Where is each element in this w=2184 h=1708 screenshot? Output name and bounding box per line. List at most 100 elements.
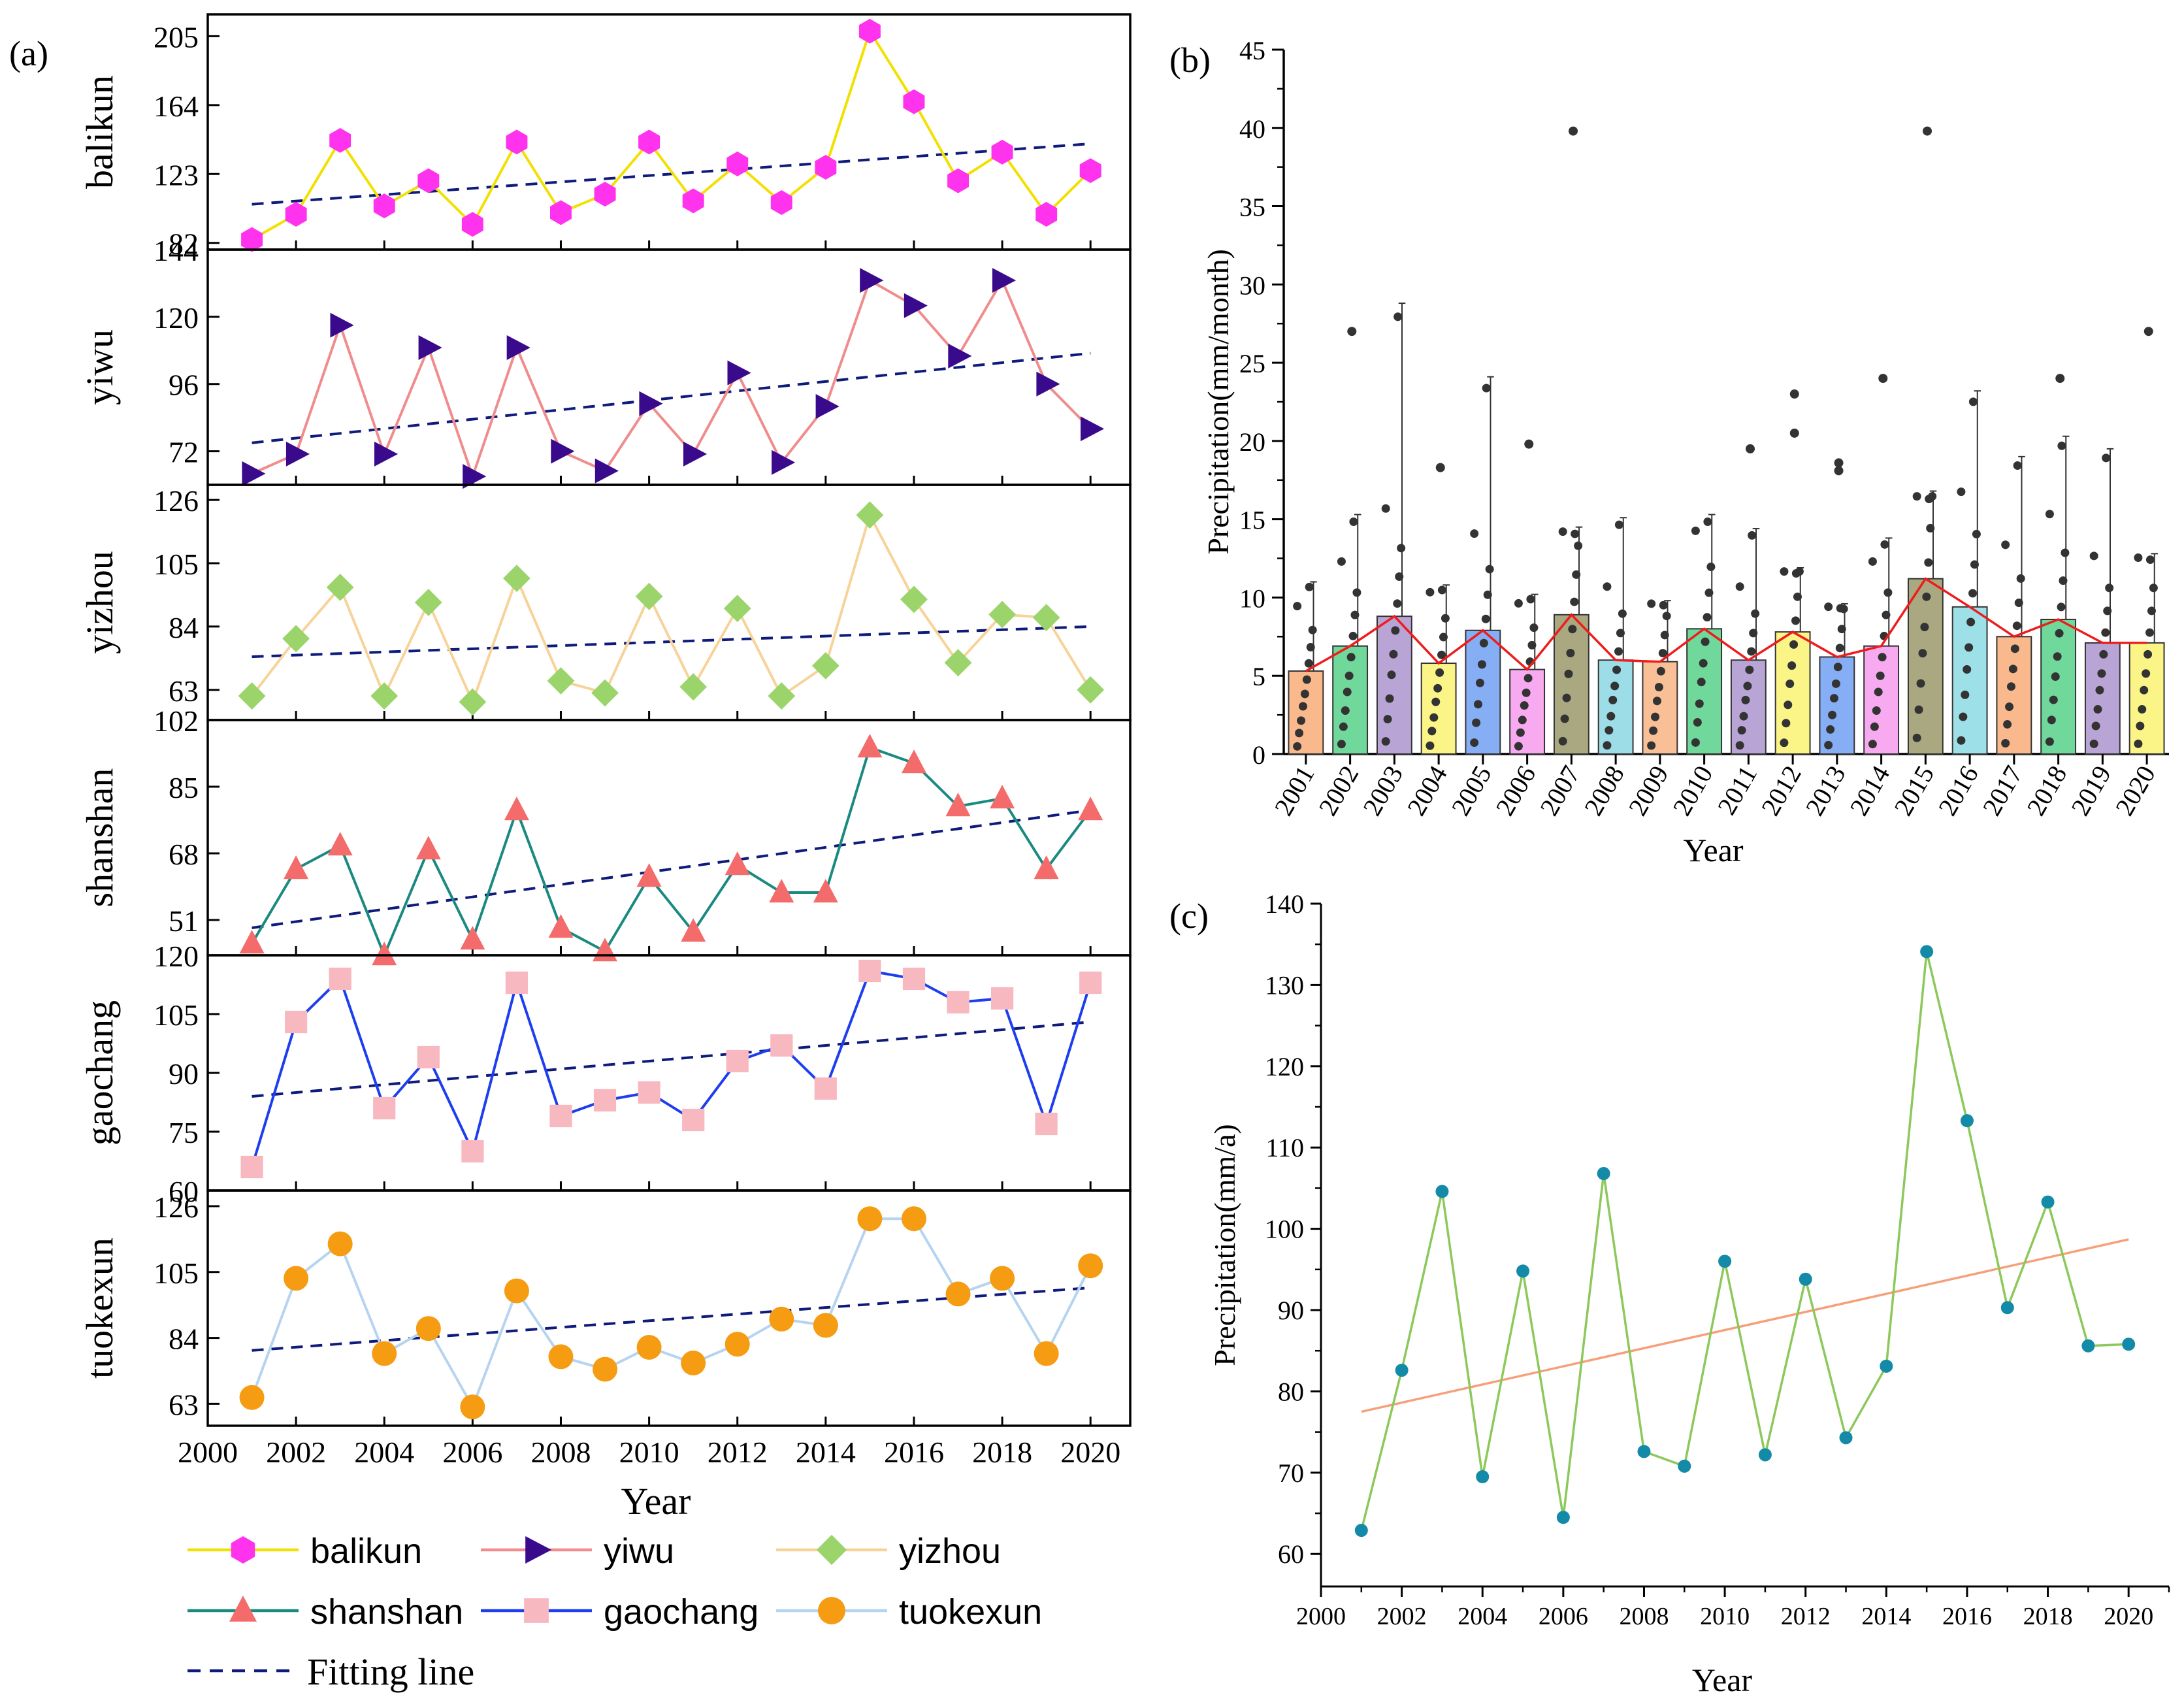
data-point [1570, 597, 1579, 606]
bar-2012 [1774, 631, 1811, 755]
data-point [1791, 568, 1801, 578]
series-panel-tuokexun: 63 84 105 126 tuokexun [78, 1189, 1132, 1427]
data-point-balikun [903, 89, 925, 114]
data-point-tuokexun [857, 1206, 883, 1232]
bar-2013 [1819, 656, 1855, 755]
data-point [1741, 695, 1750, 704]
data-point-annual [1799, 1272, 1812, 1286]
data-point [1574, 541, 1583, 550]
x-tick-label: 2014 [1844, 761, 1895, 821]
x-tick-label: 2000 [1296, 1603, 1346, 1630]
data-point-annual [1597, 1167, 1610, 1181]
data-point [1295, 729, 1304, 738]
data-point [1472, 718, 1481, 727]
y-tick-label: 144 [154, 234, 199, 267]
data-point [1483, 590, 1492, 599]
data-point-gaochang [902, 967, 926, 991]
x-tick-label: 2020 [1060, 1436, 1120, 1469]
y-tick-label: 80 [1278, 1377, 1304, 1406]
data-point-yiwu [506, 335, 530, 360]
data-point [1603, 582, 1612, 591]
data-point [1441, 614, 1450, 623]
y-tick-label: 126 [154, 1191, 199, 1224]
data-point [2136, 721, 2145, 731]
bar-2005 [1465, 629, 1501, 755]
data-point [2049, 695, 2058, 704]
series-line-shanshan [250, 746, 1092, 959]
data-point [1435, 668, 1444, 677]
y-tick-label: 51 [169, 904, 199, 938]
data-point-gaochang [991, 987, 1014, 1010]
data-point [1735, 582, 1744, 591]
x-tick-label: 2003 [1357, 761, 1409, 821]
data-point [1479, 638, 1488, 648]
data-point-yiwu [463, 464, 487, 489]
data-point-gaochang [726, 1049, 749, 1073]
data-point [1870, 722, 1879, 731]
x-tick-label: 2004 [1458, 1603, 1507, 1630]
bar-2008 [1597, 659, 1634, 755]
data-point-balikun [947, 168, 969, 193]
data-point-annual [2081, 1339, 2095, 1353]
plot-frame [206, 719, 1132, 957]
data-point-annual [1880, 1359, 1893, 1373]
x-tick-label: 2013 [1800, 761, 1851, 821]
data-point-yizhou [1077, 676, 1105, 704]
data-point [1345, 671, 1354, 680]
data-point [1387, 670, 1396, 680]
data-point-shanshan [1078, 797, 1103, 821]
y-tick-label: 82 [169, 227, 199, 261]
data-point-tuokexun [416, 1316, 441, 1341]
data-point-yiwu [772, 450, 796, 475]
y-tick-label: 45 [1239, 36, 1265, 65]
x-tick-label: 2005 [1446, 761, 1497, 821]
y-tick-label: 120 [154, 301, 199, 335]
data-point [2045, 510, 2054, 519]
data-point-yizhou [723, 595, 751, 623]
data-point [1558, 527, 1567, 536]
data-point [1562, 693, 1571, 702]
data-point-tuokexun [327, 1231, 353, 1256]
bar-2018 [2040, 618, 2077, 755]
data-point-tuokexun [769, 1306, 794, 1332]
data-point [1868, 557, 1877, 566]
legend-marker-balikun [231, 1536, 255, 1564]
y-tick-label: 120 [154, 940, 199, 973]
data-point-balikun [726, 151, 749, 176]
data-point [1868, 740, 1877, 749]
data-point-shanshan [239, 930, 265, 954]
data-point [1477, 660, 1486, 669]
y-tick-label: 35 [1239, 193, 1265, 222]
data-point-balikun [285, 202, 307, 227]
panel-c-annual-line-chart: (c) 60 70 80 90 100 110 120 130 140 2000 2002 2004 20… [1169, 889, 2170, 1698]
data-point-balikun [550, 200, 572, 225]
mean-line [1305, 577, 2147, 672]
legend-label-shanshan: shanshan [310, 1592, 463, 1632]
data-point [1520, 701, 1529, 710]
x-tick-label: 2006 [442, 1436, 502, 1469]
x-axis-title-c: Year [1692, 1662, 1752, 1698]
data-point-gaochang [947, 991, 970, 1014]
bar-2016 [1951, 606, 1988, 755]
data-point [1383, 715, 1392, 724]
data-point [1697, 678, 1706, 687]
data-point-gaochang [329, 967, 351, 991]
y-tick-label: 25 [1239, 349, 1265, 378]
x-tick-label: 2015 [1888, 761, 1940, 821]
data-point [1426, 741, 1435, 750]
data-point-balikun [461, 212, 483, 237]
y-tick-label: 164 [154, 90, 199, 123]
data-point [1662, 612, 1671, 621]
data-point [1780, 738, 1789, 747]
data-point [1704, 588, 1714, 597]
data-point [1485, 565, 1494, 574]
data-point [1616, 629, 1625, 638]
data-point-shanshan [725, 851, 750, 876]
data-point-annual [1839, 1431, 1853, 1445]
data-point-balikun [329, 127, 351, 153]
series-axis-label: balikun [78, 75, 121, 189]
data-point [2059, 576, 2068, 585]
data-point [1305, 582, 1314, 591]
y-tick-label: 126 [154, 484, 199, 517]
data-point-yiwu [727, 360, 751, 386]
